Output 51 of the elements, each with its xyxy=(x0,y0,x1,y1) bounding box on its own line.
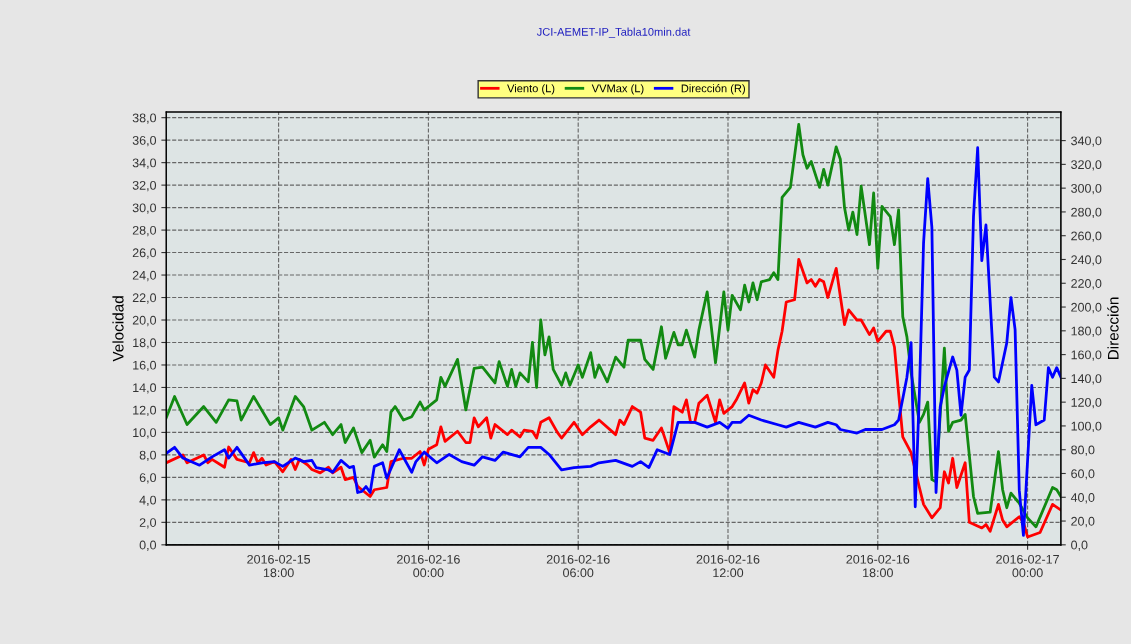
y-tick-label: 2,0 xyxy=(139,518,157,529)
y2-tick-label: 80,0 xyxy=(1071,445,1095,456)
y-tick-label: 26,0 xyxy=(132,248,157,259)
y2-tick-label: 60,0 xyxy=(1071,469,1095,480)
y2-tick-label: 200,0 xyxy=(1071,302,1102,314)
x-tick-label: 2016-02-16 00:00 xyxy=(397,554,460,578)
y2-tick-label: 120,0 xyxy=(1071,397,1102,409)
y2-tick-label: 100,0 xyxy=(1071,421,1102,433)
line-series xyxy=(166,257,1061,539)
y2-tick-label: 180,0 xyxy=(1071,326,1102,337)
y-tick-label: 0,0 xyxy=(139,540,157,551)
y-tick-label: 4,0 xyxy=(139,495,157,506)
x-tick-label: 2016-02-16 12:00 xyxy=(696,554,760,578)
y2-axis-title: Dirección xyxy=(1107,297,1119,360)
y2-tick-label: 40,0 xyxy=(1070,493,1095,504)
y-tick-label: 18,0 xyxy=(133,338,157,349)
y-tick-label: 12,0 xyxy=(133,405,157,417)
y-tick-label: 6,0 xyxy=(139,473,157,484)
y2-tick-label: 220,0 xyxy=(1071,279,1102,290)
y-tick-label: 10,0 xyxy=(133,428,157,439)
y2-tick-label: 140,0 xyxy=(1071,374,1102,385)
legend-label: Dirección (R) xyxy=(681,84,745,95)
y-tick-label: 20,0 xyxy=(132,315,157,327)
y2-tick-label: 160,0 xyxy=(1071,350,1102,361)
legend-label: Viento (L) xyxy=(507,84,555,95)
y2-tick-label: 240,0 xyxy=(1071,255,1102,266)
y-tick-label: 14,0 xyxy=(133,383,157,394)
y2-tick-label: 340,0 xyxy=(1071,136,1102,147)
y-tick-label: 38,0 xyxy=(132,113,157,124)
y-tick-label: 16,0 xyxy=(133,360,157,372)
y2-tick-label: 0,0 xyxy=(1071,540,1088,551)
y2-tick-label: 20,0 xyxy=(1071,516,1095,528)
y-tick-label: 36,0 xyxy=(132,135,157,147)
y2-tick-label: 280,0 xyxy=(1071,207,1102,219)
y2-tick-label: 300,0 xyxy=(1071,183,1102,195)
y-tick-label: 8,0 xyxy=(139,450,157,462)
y-tick-label: 28,0 xyxy=(132,225,157,237)
y-tick-label: 24,0 xyxy=(132,270,157,282)
y2-tick-label: 320,0 xyxy=(1071,160,1102,171)
chart-title: JCI-AEMET-IP_Tabla10min.dat xyxy=(536,27,691,38)
y2-tick-label: 260,0 xyxy=(1071,231,1102,242)
y-axis-title: Velocidad xyxy=(112,296,124,362)
y-tick-label: 30,0 xyxy=(132,203,157,214)
legend-label: VVMax (L) xyxy=(591,84,644,95)
x-tick-label: 2016-02-17 00:00 xyxy=(996,554,1059,578)
y-tick-label: 22,0 xyxy=(132,293,157,304)
x-tick-label: 2016-02-15 18:00 xyxy=(247,554,311,578)
x-tick-label: 2016-02-16 18:00 xyxy=(846,554,910,578)
y-tick-label: 34,0 xyxy=(132,158,157,169)
x-tick-label: 2016-02-16 06:00 xyxy=(546,554,610,578)
y-tick-label: 32,0 xyxy=(132,180,157,192)
